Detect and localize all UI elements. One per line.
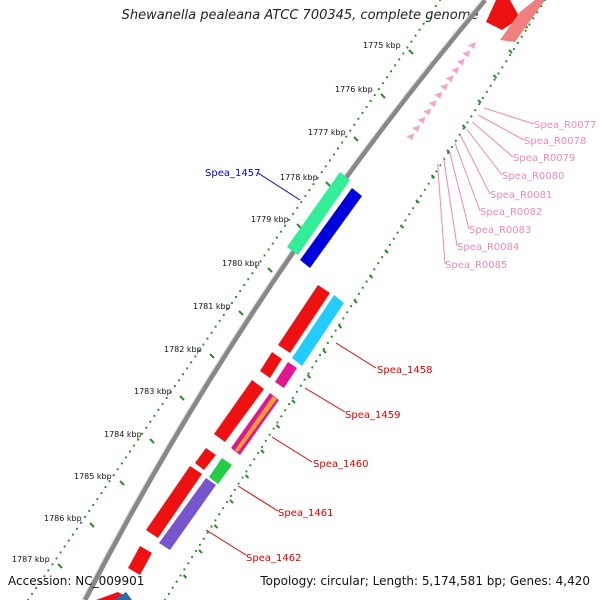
rna-arrow[interactable] bbox=[434, 91, 443, 99]
rna-leaders bbox=[437, 107, 535, 265]
accession-text: Accession: NC_009901 bbox=[8, 574, 145, 588]
scale-label: 1777 kbp bbox=[308, 128, 346, 137]
cds-block-5[interactable] bbox=[146, 466, 216, 550]
scale-labels: 1775 kbp 1776 kbp 1777 kbp 1778 kbp 1779 kbp… bbox=[12, 41, 414, 569]
gene-spea-1457[interactable] bbox=[287, 172, 362, 268]
gene-label: Spea_1460 bbox=[313, 459, 368, 470]
rna-arrow[interactable] bbox=[468, 42, 476, 49]
rna-arrow[interactable] bbox=[417, 116, 426, 124]
cds-block-bottom[interactable] bbox=[96, 546, 152, 600]
cds-block-1[interactable] bbox=[278, 285, 344, 366]
scale-label: 1778 kbp bbox=[280, 173, 318, 182]
backbone bbox=[81, 0, 487, 600]
scale-label: 1776 kbp bbox=[335, 85, 373, 94]
rna-label: Spea_R0077 bbox=[534, 120, 596, 131]
rna-label: Spea_R0082 bbox=[480, 207, 542, 218]
gene-label: Spea_1459 bbox=[345, 410, 400, 421]
rna-arrow[interactable] bbox=[456, 58, 465, 66]
gene-label: Spea_1458 bbox=[377, 365, 432, 376]
gene-leaders bbox=[205, 172, 377, 556]
gene-label: Spea_1461 bbox=[278, 508, 333, 519]
map-title: Shewanella pealeana ATCC 700345, complet… bbox=[121, 8, 479, 23]
gene-labels: Spea_1457 Spea_1458 Spea_1459 Spea_1460 … bbox=[205, 168, 432, 564]
genome-summary: Topology: circular; Length: 5,174,581 bp… bbox=[260, 574, 590, 588]
dotted-tracks bbox=[26, 0, 547, 600]
scale-label: 1779 kbp bbox=[251, 215, 289, 224]
scale-label: 1786 kbp bbox=[44, 514, 82, 523]
cds-block-4[interactable] bbox=[195, 448, 232, 484]
rna-arrow[interactable] bbox=[406, 133, 415, 141]
rna-label: Spea_R0081 bbox=[490, 190, 552, 201]
scale-label: 1783 kbp bbox=[134, 387, 172, 396]
feature-top[interactable] bbox=[486, 0, 545, 42]
rna-arrow[interactable] bbox=[423, 108, 432, 116]
rna-label: Spea_R0078 bbox=[524, 136, 586, 147]
scale-label: 1781 kbp bbox=[193, 302, 231, 311]
rna-labels: Spea_R0077 Spea_R0078 Spea_R0079 Spea_R0… bbox=[445, 120, 596, 271]
rna-label: Spea_R0083 bbox=[469, 225, 531, 236]
rna-arrow[interactable] bbox=[428, 100, 437, 108]
rna-label: Spea_R0079 bbox=[513, 153, 575, 164]
gene-label: Spea_1462 bbox=[246, 553, 301, 564]
scale-label: 1782 kbp bbox=[164, 345, 202, 354]
scale-label: 1775 kbp bbox=[363, 41, 401, 50]
rna-arrow[interactable] bbox=[462, 50, 471, 58]
cds-block-2[interactable] bbox=[260, 352, 297, 388]
scale-label: 1780 kbp bbox=[222, 259, 260, 268]
scale-label: 1785 kbp bbox=[74, 472, 112, 481]
rna-label: Spea_R0085 bbox=[445, 260, 507, 271]
rna-arrow[interactable] bbox=[412, 125, 420, 132]
scale-label: 1787 kbp bbox=[12, 555, 50, 564]
rna-label: Spea_R0084 bbox=[457, 242, 519, 253]
gene-label: Spea_1457 bbox=[205, 168, 260, 179]
rna-arrow[interactable] bbox=[445, 75, 454, 83]
rna-arrow[interactable] bbox=[440, 83, 448, 91]
rna-cluster[interactable] bbox=[406, 42, 476, 141]
scale-label: 1784 kbp bbox=[104, 430, 142, 439]
cds-block-3[interactable] bbox=[214, 380, 279, 455]
rna-label: Spea_R0080 bbox=[502, 171, 564, 182]
rna-arrow[interactable] bbox=[451, 66, 460, 74]
